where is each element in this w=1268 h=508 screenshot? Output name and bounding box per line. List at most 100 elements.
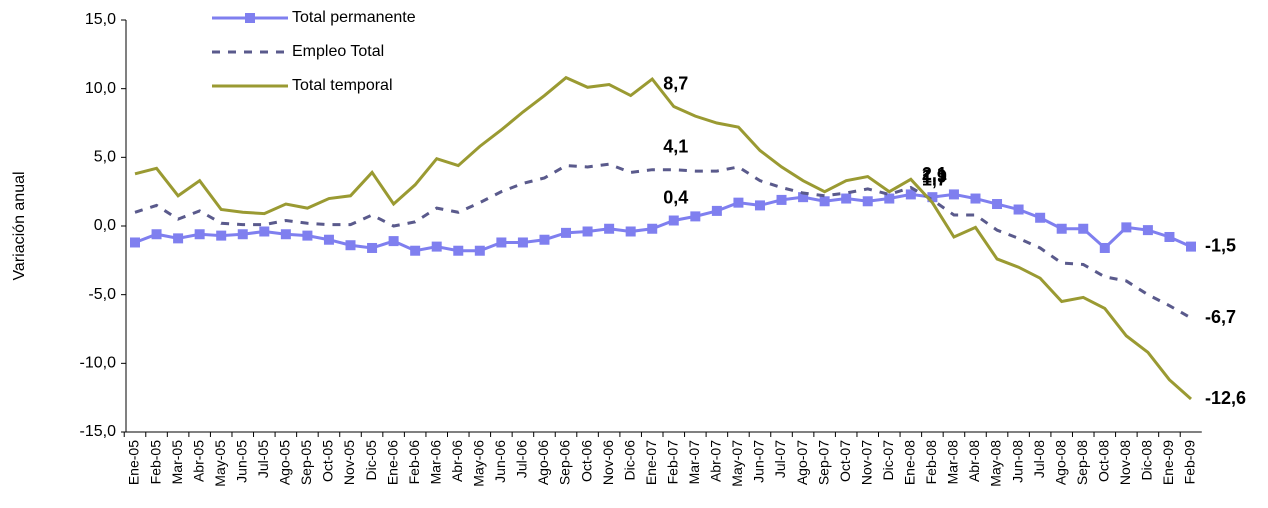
x-tick-label: Feb-05 bbox=[147, 440, 163, 485]
point-marker bbox=[561, 227, 572, 238]
y-tick-label: -10,0 bbox=[80, 355, 117, 372]
value-label: 2,1 bbox=[922, 164, 947, 184]
x-tick-label: Feb-07 bbox=[664, 440, 680, 485]
point-marker bbox=[194, 229, 205, 240]
x-tick-label: May-06 bbox=[471, 440, 487, 487]
x-tick-label: Ago-05 bbox=[277, 440, 293, 485]
x-tick-label: Abr-08 bbox=[966, 440, 982, 482]
x-tick-label: Abr-07 bbox=[708, 440, 724, 482]
legend-label: Empleo Total bbox=[292, 43, 384, 60]
x-tick-label: Sep-07 bbox=[815, 440, 831, 485]
x-tick-label: May-07 bbox=[729, 440, 745, 487]
point-marker bbox=[970, 193, 981, 204]
point-marker bbox=[1186, 241, 1196, 252]
point-marker bbox=[323, 234, 334, 245]
x-tick-label: Jul-06 bbox=[514, 440, 530, 478]
y-tick-label: -15,0 bbox=[80, 423, 117, 440]
x-tick-label: Jun-08 bbox=[1009, 440, 1025, 483]
point-marker bbox=[1035, 212, 1046, 223]
point-marker bbox=[905, 189, 916, 200]
x-tick-label: Mar-07 bbox=[686, 440, 702, 485]
x-tick-label: Sep-06 bbox=[557, 440, 573, 485]
point-marker bbox=[1056, 223, 1067, 234]
point-marker bbox=[733, 197, 744, 208]
x-tick-label: Ago-07 bbox=[794, 440, 810, 485]
x-tick-label: Ene-06 bbox=[384, 440, 400, 485]
point-marker bbox=[1121, 222, 1132, 233]
x-tick-label: Jun-06 bbox=[492, 440, 508, 483]
point-marker bbox=[1078, 223, 1089, 234]
x-tick-label: Nov-06 bbox=[600, 440, 616, 485]
x-tick-label: Dic-08 bbox=[1139, 440, 1155, 481]
point-marker bbox=[173, 233, 184, 244]
y-tick-label: 15,0 bbox=[85, 11, 116, 28]
x-tick-label: Ene-08 bbox=[902, 440, 918, 485]
x-tick-label: Oct-07 bbox=[837, 440, 853, 482]
value-label: 0,4 bbox=[663, 187, 688, 207]
series-line bbox=[134, 162, 1192, 320]
value-label: -6,7 bbox=[1205, 307, 1236, 327]
x-tick-label: Mar-06 bbox=[427, 440, 443, 485]
legend-label: Total temporal bbox=[292, 77, 393, 94]
point-marker bbox=[517, 237, 528, 248]
point-marker bbox=[474, 245, 485, 256]
x-tick-label: Mar-08 bbox=[945, 440, 961, 485]
point-marker bbox=[453, 245, 464, 256]
point-marker bbox=[668, 215, 679, 226]
x-tick-label: Oct-06 bbox=[578, 440, 594, 482]
point-marker bbox=[1142, 225, 1153, 236]
x-tick-label: Dic-06 bbox=[621, 440, 637, 481]
x-tick-label: Ene-09 bbox=[1160, 440, 1176, 485]
point-marker bbox=[1099, 242, 1110, 253]
x-tick-label: Ago-06 bbox=[535, 440, 551, 485]
point-marker bbox=[798, 192, 809, 203]
x-tick-label: Feb-06 bbox=[406, 440, 422, 485]
point-marker bbox=[927, 192, 938, 203]
x-tick-label: Sep-08 bbox=[1074, 440, 1090, 485]
point-marker bbox=[431, 241, 442, 252]
point-marker bbox=[237, 229, 248, 240]
value-label: 8,7 bbox=[663, 73, 688, 93]
point-marker bbox=[388, 236, 399, 247]
x-tick-label: Abr-05 bbox=[190, 440, 206, 482]
x-tick-label: Jun-05 bbox=[233, 440, 249, 483]
x-tick-label: Feb-09 bbox=[1182, 440, 1198, 485]
x-tick-label: Mar-05 bbox=[169, 440, 185, 485]
value-label: 4,1 bbox=[663, 136, 688, 156]
x-tick-label: Dic-07 bbox=[880, 440, 896, 481]
series-line bbox=[134, 75, 1192, 401]
point-marker bbox=[280, 229, 291, 240]
point-marker bbox=[647, 223, 658, 234]
point-marker bbox=[130, 237, 140, 248]
point-marker bbox=[690, 211, 701, 222]
point-marker bbox=[948, 189, 959, 200]
point-marker bbox=[819, 196, 830, 207]
x-tick-label: Sep-05 bbox=[298, 440, 314, 485]
point-marker bbox=[259, 226, 270, 237]
x-tick-label: Ago-08 bbox=[1052, 440, 1068, 485]
point-marker bbox=[582, 226, 593, 237]
legend-marker bbox=[245, 13, 255, 23]
point-marker bbox=[604, 223, 615, 234]
point-marker bbox=[625, 226, 636, 237]
value-label: -12,6 bbox=[1205, 388, 1246, 408]
value-label: 1,9 bbox=[922, 167, 947, 187]
x-tick-label: Ene-07 bbox=[643, 440, 659, 485]
y-tick-label: 0,0 bbox=[94, 217, 116, 234]
x-tick-label: Abr-06 bbox=[449, 440, 465, 482]
point-marker bbox=[1013, 204, 1024, 215]
point-marker bbox=[496, 237, 507, 248]
x-tick-label: Dic-05 bbox=[363, 440, 379, 481]
x-tick-label: Jul-08 bbox=[1031, 440, 1047, 478]
y-tick-label: 10,0 bbox=[85, 80, 116, 97]
x-tick-label: Feb-08 bbox=[923, 440, 939, 485]
point-marker bbox=[367, 242, 378, 253]
point-marker bbox=[345, 240, 356, 251]
point-marker bbox=[410, 245, 421, 256]
value-label: -1,5 bbox=[1205, 235, 1236, 255]
x-tick-label: Oct-05 bbox=[320, 440, 336, 482]
x-tick-label: Nov-08 bbox=[1117, 440, 1133, 485]
y-tick-label: 5,0 bbox=[94, 149, 116, 166]
point-marker bbox=[151, 229, 162, 240]
